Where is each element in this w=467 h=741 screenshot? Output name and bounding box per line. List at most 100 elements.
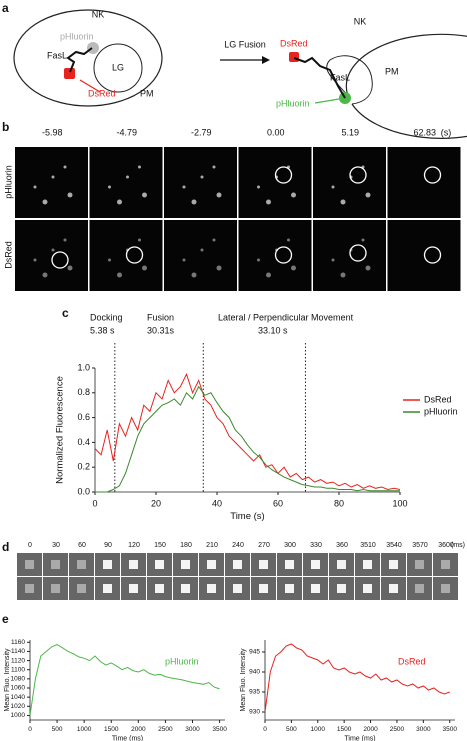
fluor-spot: [142, 192, 147, 198]
fluor-spot: [182, 258, 186, 262]
time-label: 330: [310, 542, 322, 549]
annotation: Lateral / Perpendicular Movement: [218, 312, 354, 322]
zoom-spot: [207, 584, 216, 593]
y-tick-label: 940: [249, 669, 260, 676]
marker-label: DsRed: [88, 88, 116, 98]
fluor-spot: [291, 192, 296, 198]
zoom-spot: [337, 584, 346, 593]
zoom-spot: [129, 560, 138, 569]
fluor-spot: [340, 272, 346, 278]
fluor-spot: [212, 165, 216, 169]
fluor-spot: [291, 265, 296, 271]
zoom-spot: [25, 584, 34, 593]
x-tick-label: 1000: [77, 726, 92, 733]
time-label: 3510: [360, 542, 376, 549]
annotation: Fusion: [147, 312, 174, 322]
x-tick-label: 3000: [185, 726, 200, 733]
zoom-spot: [285, 560, 294, 569]
roi-circle: [274, 246, 293, 264]
time-label: 60: [78, 542, 86, 549]
series-line: [264, 643, 450, 713]
fluor-spot: [331, 258, 335, 262]
roi-circle: [349, 166, 367, 184]
x-tick-label: 100: [392, 498, 407, 508]
zoom-images: [17, 553, 458, 600]
axes: [29, 640, 225, 721]
y-tick-label: 1.0: [77, 362, 90, 372]
fluor-spot: [63, 165, 67, 169]
micrograph: [238, 147, 312, 218]
time-label: 3600: [438, 542, 454, 549]
fluor-spot: [182, 185, 186, 189]
zoom-spot: [259, 584, 268, 593]
legend-label: DsRed: [424, 394, 452, 404]
diagram-left: NK pHluorin FasL LG PM DsRed: [13, 9, 163, 107]
y-axis-label: Mean Fluo. Intensity: [4, 648, 11, 712]
membrane-label: PM: [385, 66, 399, 76]
y-tick-label: 930: [249, 709, 260, 716]
roi-circle: [423, 246, 442, 264]
x-tick-label: 3500: [212, 726, 227, 733]
time-label: 0: [28, 542, 32, 549]
fluor-spot: [138, 238, 141, 242]
time-label: 30: [52, 542, 60, 549]
fluor-spot: [138, 165, 141, 169]
time-unit: (ms): [451, 542, 465, 549]
granule-label: LG: [112, 62, 124, 72]
x-tick-label: 3000: [416, 726, 431, 733]
annotation: 33.10 s: [258, 325, 288, 335]
zoom-spot: [389, 584, 398, 593]
arrow-label: LG Fusion: [224, 39, 266, 49]
time-label: 240: [232, 542, 244, 549]
zoom-spot: [233, 584, 242, 593]
fluor-spot: [51, 175, 55, 179]
fluor-spot: [67, 192, 73, 198]
zoom-spot: [389, 560, 398, 569]
time-label: 150: [154, 542, 166, 549]
zoom-spot: [311, 560, 320, 569]
fluor-spot: [117, 199, 122, 205]
x-tick-label: 1000: [311, 726, 326, 733]
zoom-spot: [181, 560, 190, 569]
y-tick-label: 945: [249, 649, 260, 656]
micrograph: [313, 147, 386, 218]
y-tick-label: 1000: [11, 712, 26, 719]
fluor-spot: [117, 272, 122, 278]
panel-label: b: [2, 120, 9, 134]
time-label: 0.00: [267, 127, 285, 137]
zoom-spot: [155, 560, 164, 569]
ligand-label: FasL: [330, 72, 350, 82]
zoom-spot: [103, 560, 112, 569]
y-tick-label: 0.8: [77, 387, 90, 397]
x-tick-label: 20: [151, 498, 161, 508]
time-label: -2.79: [191, 127, 212, 137]
fluor-spot: [51, 248, 55, 252]
x-tick-label: 1500: [104, 726, 119, 733]
time-label: 210: [206, 542, 218, 549]
y-tick-label: 1080: [11, 676, 26, 683]
time-label: -4.79: [116, 127, 137, 137]
x-tick-label: 3500: [442, 726, 457, 733]
x-tick-label: 500: [52, 726, 63, 733]
panel-label: a: [2, 1, 9, 15]
fluor-spot: [216, 265, 222, 271]
y-tick-label: 0.6: [77, 412, 90, 422]
micrograph: [164, 220, 237, 291]
marker-label: pHluorin: [276, 98, 310, 108]
zoom-spot: [441, 560, 450, 569]
fluor-spot: [340, 199, 346, 205]
fluor-spot: [126, 175, 129, 179]
marker-label: pHluorin: [60, 31, 94, 41]
fluor-spot: [287, 238, 290, 242]
fluor-spot: [191, 199, 197, 205]
zoom-spot: [51, 584, 60, 593]
fluor-spot: [33, 185, 37, 189]
zoom-spot: [25, 560, 34, 569]
series-line: [29, 644, 220, 716]
roi-circle: [349, 244, 367, 262]
fluor-spot: [257, 185, 260, 189]
x-tick-label: 40: [212, 498, 222, 508]
micrograph: [164, 147, 237, 218]
zoom-spot: [415, 584, 424, 593]
axes: [264, 640, 455, 721]
